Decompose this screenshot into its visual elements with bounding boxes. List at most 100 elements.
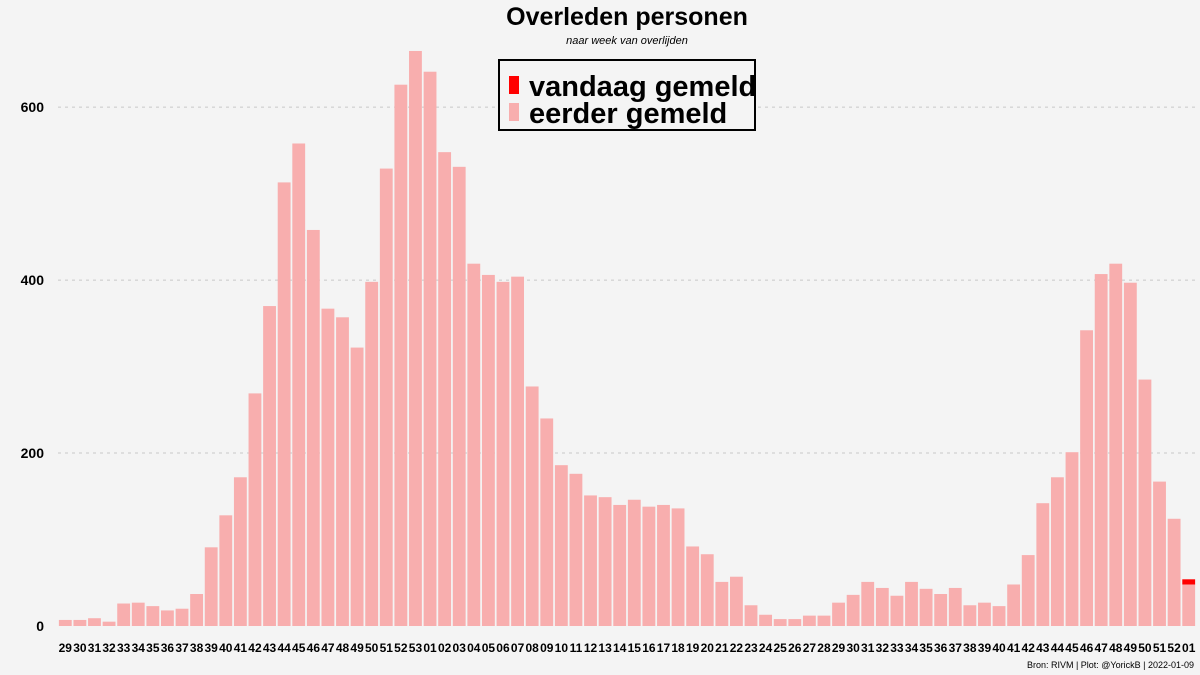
bar-eerder-38: [613, 504, 627, 626]
bar-eerder-4: [117, 603, 131, 626]
x-tick-label-61: 37: [949, 641, 963, 655]
x-tick-label-34: 10: [555, 641, 569, 655]
legend-label-eerder: eerder gemeld: [529, 98, 727, 130]
x-tick-label-44: 20: [701, 641, 715, 655]
bar-eerder-9: [190, 594, 204, 626]
bar-eerder-68: [1050, 477, 1064, 626]
bar-eerder-23: [394, 84, 408, 627]
bar-eerder-5: [131, 602, 145, 626]
bar-eerder-46: [730, 576, 743, 626]
bar-eerder-34: [554, 465, 568, 626]
bar-eerder-33: [540, 418, 554, 626]
x-tick-label-56: 32: [876, 641, 890, 655]
x-tick-label-41: 17: [657, 641, 671, 655]
y-axis-tick-labels: 0 200 400 600: [21, 99, 45, 634]
x-tick-label-36: 12: [584, 641, 598, 655]
x-tick-label-76: 52: [1167, 641, 1181, 655]
x-tick-label-51: 27: [803, 641, 817, 655]
x-tick-label-59: 35: [919, 641, 933, 655]
x-tick-label-7: 36: [161, 641, 175, 655]
bar-eerder-35: [569, 473, 583, 626]
bar-eerder-44: [700, 554, 714, 626]
bar-eerder-57: [890, 595, 904, 626]
x-tick-label-26: 02: [438, 641, 452, 655]
bars: [58, 50, 1196, 627]
legend: vandaag gemeld eerder gemeld: [498, 59, 756, 131]
bar-eerder-20: [350, 347, 364, 626]
bar-eerder-15: [277, 182, 291, 626]
x-tick-label-54: 30: [846, 641, 860, 655]
x-tick-label-6: 35: [146, 641, 160, 655]
bar-eerder-30: [496, 281, 510, 626]
bar-eerder-27: [452, 166, 466, 626]
bar-eerder-73: [1123, 282, 1137, 626]
x-axis-tick-labels: 29 30 31 32 33 34 35 36 37 38 39 40 41 42 43 44 45 46 47 48…: [59, 641, 1196, 655]
bar-eerder-19: [336, 317, 349, 626]
x-tick-label-4: 33: [117, 641, 131, 655]
bar-eerder-0: [58, 619, 72, 626]
x-tick-label-68: 44: [1051, 641, 1065, 655]
bar-eerder-55: [861, 581, 875, 626]
x-tick-label-58: 34: [905, 641, 919, 655]
bar-eerder-53: [832, 602, 845, 626]
bar-eerder-41: [657, 504, 670, 626]
bar-eerder-59: [919, 588, 933, 626]
bar-eerder-1: [73, 619, 87, 626]
bar-eerder-77: [1182, 584, 1196, 626]
x-tick-label-62: 38: [963, 641, 977, 655]
x-tick-label-55: 31: [861, 641, 875, 655]
chart-subtitle: naar week van overlijden: [566, 35, 688, 47]
bar-eerder-70: [1080, 330, 1093, 626]
bar-eerder-7: [161, 610, 174, 626]
bar-eerder-14: [263, 306, 276, 626]
bar-eerder-72: [1109, 263, 1123, 626]
x-tick-label-25: 01: [423, 641, 437, 655]
legend-label-vandaag: vandaag gemeld: [529, 71, 756, 103]
bar-eerder-22: [379, 168, 393, 626]
x-tick-label-50: 26: [788, 641, 802, 655]
bar-eerder-60: [934, 594, 948, 626]
bar-eerder-29: [481, 274, 495, 626]
bar-eerder-47: [744, 605, 758, 626]
x-tick-label-69: 45: [1065, 641, 1079, 655]
x-tick-label-5: 34: [132, 641, 146, 655]
bar-eerder-51: [802, 615, 816, 626]
bar-eerder-13: [248, 393, 262, 626]
bar-eerder-69: [1065, 452, 1079, 626]
bar-eerder-40: [642, 506, 656, 626]
x-tick-label-57: 33: [890, 641, 904, 655]
x-tick-label-28: 04: [467, 641, 481, 655]
x-tick-label-21: 50: [365, 641, 379, 655]
bar-eerder-32: [525, 386, 539, 626]
x-tick-label-43: 19: [686, 641, 700, 655]
bar-eerder-56: [875, 587, 889, 626]
bar-eerder-75: [1153, 481, 1166, 626]
x-tick-label-32: 08: [525, 641, 539, 655]
x-tick-label-27: 03: [453, 641, 467, 655]
x-tick-label-49: 25: [774, 641, 788, 655]
x-tick-label-13: 42: [248, 641, 262, 655]
x-tick-label-31: 07: [511, 641, 525, 655]
bar-eerder-36: [584, 495, 597, 626]
bar-eerder-28: [467, 263, 481, 626]
x-tick-label-11: 40: [219, 641, 233, 655]
y-tick-label-0: 0: [36, 618, 44, 634]
bar-eerder-39: [627, 499, 641, 626]
legend-swatch-vandaag: [509, 76, 519, 94]
y-tick-label-200: 200: [21, 445, 45, 461]
chart-title: Overleden personen: [506, 3, 748, 31]
bar-eerder-31: [511, 276, 524, 626]
bar-eerder-37: [598, 497, 612, 626]
legend-swatch-eerder: [509, 103, 519, 121]
x-tick-label-8: 37: [175, 641, 189, 655]
bar-eerder-11: [219, 515, 233, 626]
x-tick-label-67: 43: [1036, 641, 1050, 655]
bar-eerder-25: [423, 71, 437, 627]
bar-eerder-18: [321, 308, 335, 626]
y-tick-label-400: 400: [21, 272, 45, 288]
x-tick-label-45: 21: [715, 641, 729, 655]
x-tick-label-29: 05: [482, 641, 496, 655]
bar-eerder-21: [365, 281, 379, 626]
x-tick-label-72: 48: [1109, 641, 1123, 655]
bar-eerder-66: [1021, 555, 1035, 626]
